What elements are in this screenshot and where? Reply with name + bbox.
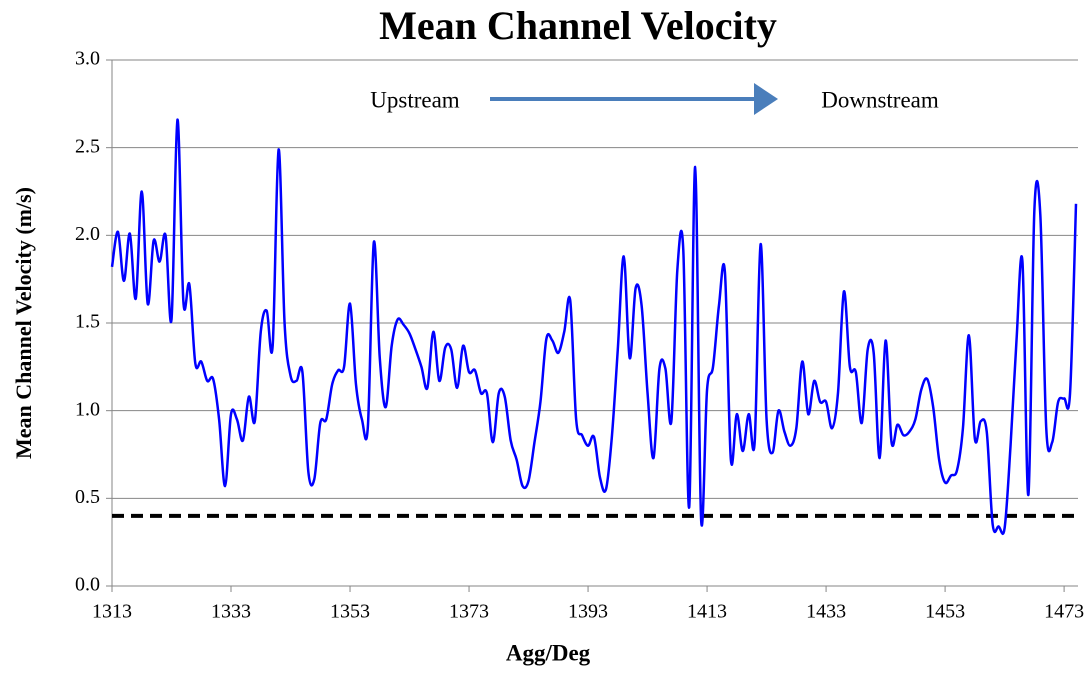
- y-tick-label: 1.5: [75, 311, 100, 333]
- chart-title: Mean Channel Velocity: [379, 3, 777, 48]
- data-line: [110, 118, 1078, 535]
- x-tick-label: 1373: [449, 601, 489, 623]
- x-tick-label: 1453: [925, 601, 965, 623]
- y-tick-label: 2.0: [75, 223, 100, 245]
- x-tick-label: 1353: [330, 601, 370, 623]
- annotation: Upstream: [370, 87, 460, 112]
- annotation: Downstream: [821, 87, 939, 112]
- x-tick-label: 1413: [687, 601, 727, 623]
- x-tick-label: 1393: [568, 601, 608, 623]
- x-axis-label: Agg/Deg: [506, 640, 591, 665]
- x-tick-label: 1313: [92, 601, 132, 623]
- y-tick-label: 3.0: [75, 48, 100, 70]
- y-tick-label: 2.5: [75, 135, 100, 157]
- y-axis-label: Mean Channel Velocity (m/s): [11, 187, 36, 459]
- y-tick-label: 0.5: [75, 486, 100, 508]
- y-tick-label: 0.0: [75, 574, 100, 596]
- y-tick-label: 1.0: [75, 398, 100, 420]
- x-tick-label: 1433: [806, 601, 846, 623]
- x-tick-label: 1333: [211, 601, 251, 623]
- x-tick-label: 1473: [1044, 601, 1084, 623]
